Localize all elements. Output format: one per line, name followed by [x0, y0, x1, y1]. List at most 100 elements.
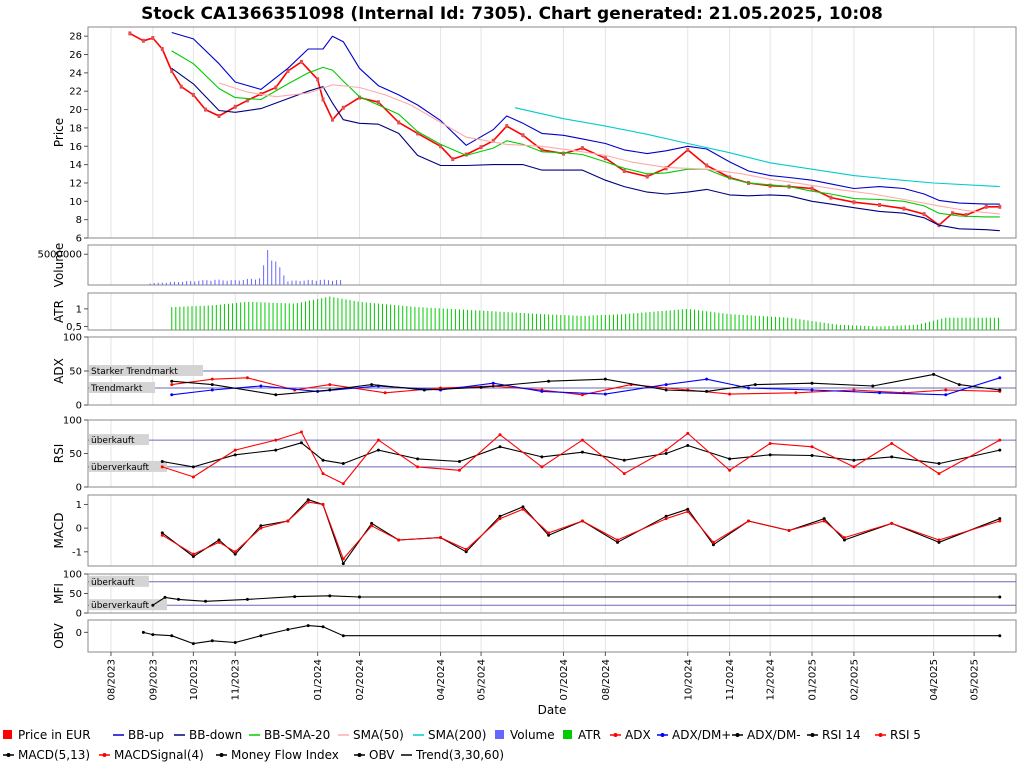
data-point [686, 431, 690, 435]
data-point [622, 472, 626, 476]
data-point [328, 388, 332, 392]
series-line [171, 377, 1000, 396]
price-mark [902, 206, 906, 211]
data-point [998, 376, 1002, 380]
data-point [932, 372, 936, 376]
x-tick-label: 07/2024 [559, 659, 570, 701]
reference-label: Trendmarkt [90, 384, 143, 394]
legend-swatch [563, 730, 572, 739]
price-mark [397, 120, 401, 125]
price-mark [622, 169, 626, 174]
data-point [728, 457, 732, 461]
reference-label-bg [89, 460, 167, 472]
data-point [177, 597, 181, 601]
data-point [170, 634, 174, 638]
y-tick-label: 0,5 [66, 322, 82, 333]
series-group [160, 430, 1002, 486]
y-axis-label: ADX [52, 358, 66, 384]
price-mark [829, 195, 833, 200]
x-axis-label: Date [538, 703, 567, 717]
price-mark [768, 183, 772, 188]
legend-marker [613, 733, 618, 737]
price-mark [179, 84, 183, 89]
data-point [204, 599, 208, 603]
x-tick-label: 08/2024 [601, 659, 612, 701]
legend-swatch [3, 730, 12, 739]
x-tick-label: 02/2025 [849, 659, 860, 701]
y-tick-label: 16 [69, 142, 82, 153]
data-point [747, 386, 751, 390]
price-mark [316, 77, 320, 82]
data-point [245, 597, 249, 601]
price-mark [810, 186, 814, 191]
data-point [705, 389, 709, 393]
data-point [580, 393, 584, 397]
legend-label: ADX/DM+ [672, 728, 731, 742]
legend-item: MACDSignal(4) [99, 748, 204, 762]
y-axis-label: Volume [52, 243, 66, 288]
y-tick-label: 100 [63, 416, 82, 427]
reference-label: überverkauft [91, 601, 150, 611]
data-point [259, 524, 263, 528]
price-mark [170, 69, 174, 74]
legend-item: Volume [495, 728, 555, 742]
data-point [498, 514, 502, 518]
y-tick-label: 5000000 [37, 250, 82, 261]
legend-label: SMA(50) [353, 728, 404, 742]
legend: Price in EUR BB-up BB-down BB-SMA-20 SMA(50)… [3, 728, 921, 762]
data-point [664, 383, 668, 387]
y-tick-label: 22 [69, 87, 82, 98]
chart-title: Stock CA1366351098 (Internal Id: 7305). … [141, 4, 883, 24]
panel-macd: -1 0 1 MACD [52, 494, 1017, 567]
data-point [464, 547, 468, 551]
data-point [151, 633, 155, 637]
legend-label: MACDSignal(4) [114, 748, 204, 762]
legend-item: Trend(3,30,60) [401, 748, 504, 762]
legend-label: SMA(200) [428, 728, 486, 742]
data-point [498, 517, 502, 521]
reference-label: überkauft [91, 436, 135, 446]
price-mark [217, 113, 221, 118]
data-point [998, 517, 1002, 521]
data-point [580, 450, 584, 454]
x-tick-label: 08/2023 [106, 659, 117, 701]
y-tick-label: 14 [69, 160, 82, 171]
data-point [160, 465, 164, 469]
y-tick-label: 10 [69, 197, 82, 208]
data-point [370, 521, 374, 525]
panel-atr: 0,5 1 ATR [52, 292, 1017, 333]
legend-marker [6, 753, 11, 757]
data-point [616, 538, 620, 542]
data-point [521, 507, 525, 511]
data-point [540, 455, 544, 459]
data-point [890, 455, 894, 459]
data-point [852, 388, 856, 392]
legend-item: RSI 5 [875, 728, 921, 742]
legend-marker [810, 733, 815, 737]
data-point [286, 628, 290, 632]
data-point [321, 472, 325, 476]
data-point [603, 392, 607, 396]
legend-marker [102, 753, 107, 757]
data-point [341, 634, 345, 638]
legend-label: MACD(5,13) [18, 748, 90, 762]
price-mark [664, 166, 668, 171]
x-tick-label: 11/2023 [231, 659, 242, 701]
y-tick-label: 12 [69, 178, 82, 189]
y-tick-label: 0 [76, 628, 82, 639]
legend-marker [219, 753, 224, 757]
data-point [822, 517, 826, 521]
data-point [664, 452, 668, 455]
data-point [842, 536, 846, 540]
panel-frame [87, 419, 1017, 488]
series-group [170, 372, 1002, 397]
legend-item: Money Flow Index [216, 748, 339, 762]
panel-frame [87, 494, 1017, 567]
data-point [998, 448, 1002, 452]
data-point [498, 445, 502, 449]
data-point [852, 465, 856, 469]
data-point [233, 453, 237, 457]
data-point [711, 543, 715, 547]
data-point [160, 460, 164, 464]
data-point [540, 389, 544, 393]
